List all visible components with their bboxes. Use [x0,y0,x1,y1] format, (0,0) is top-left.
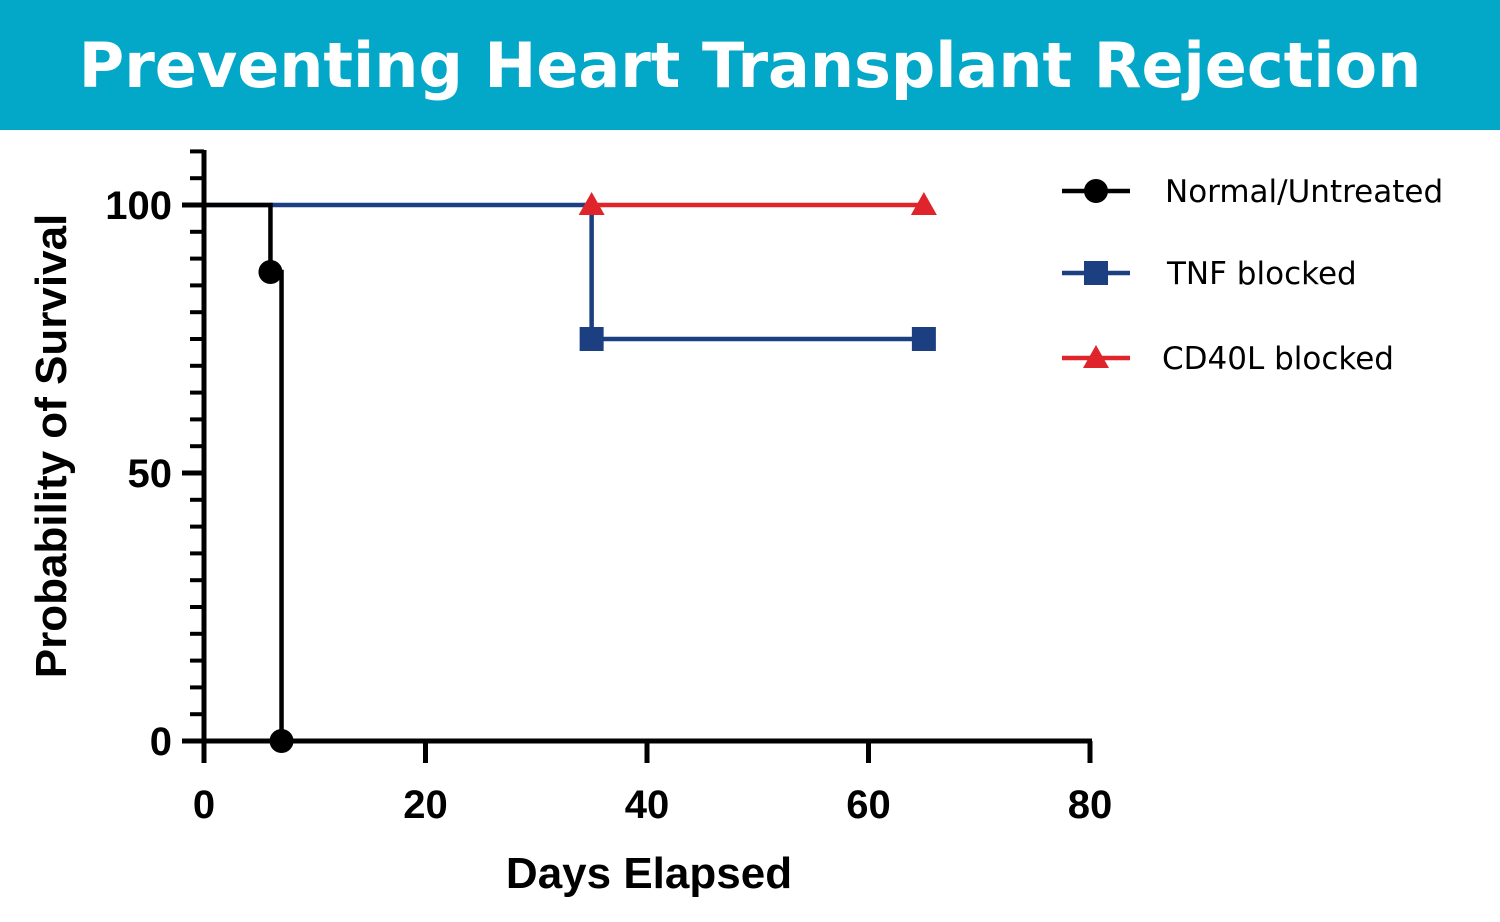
data-point-tnf-blocked [911,327,936,351]
x-axis-title: Days Elapsed [506,849,792,898]
legend-label-normal-untreated: Normal/Untreated [1165,174,1443,210]
x-tick-label: 20 [403,783,448,827]
y-axis-title: Probability of Survival [27,214,76,679]
x-tick-label: 80 [1068,783,1113,827]
legend-label-tnf-blocked: TNF blocked [1166,256,1357,292]
data-point-normal-untreated [258,260,283,284]
legend-marker-cd40l-blocked [1083,345,1109,368]
y-tick-label: 100 [105,184,172,228]
legend-label-cd40l-blocked: CD40L blocked [1162,341,1394,377]
data-point-cd40l-blocked [578,192,605,215]
x-tick-label: 0 [193,783,215,827]
x-tick-label: 60 [846,783,891,827]
data-point-tnf-blocked [579,327,604,351]
series-line-tnf-blocked [204,202,924,342]
data-point-cd40l-blocked [910,192,937,215]
series-line-normal-untreated [204,202,284,741]
page-title: Preventing Heart Transplant Rejection [78,28,1422,102]
legend-marker-tnf-blocked [1084,261,1108,285]
header-banner: Preventing Heart Transplant Rejection [0,0,1500,130]
y-tick-label: 0 [150,720,172,764]
x-tick-label: 40 [625,783,670,827]
legend-marker-normal-untreated [1084,179,1108,203]
y-tick-label: 50 [128,452,173,496]
legend: Normal/Untreated TNF blocked CD40L blocked [1062,174,1443,377]
